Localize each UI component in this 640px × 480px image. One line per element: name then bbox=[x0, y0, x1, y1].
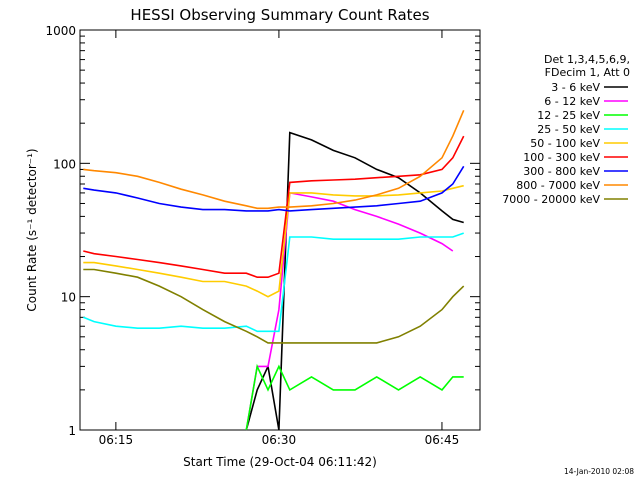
legend-label: 25 - 50 keV bbox=[537, 123, 600, 136]
legend-label: 300 - 800 keV bbox=[523, 165, 600, 178]
series-line-2 bbox=[245, 363, 464, 431]
series-line-7 bbox=[83, 109, 465, 210]
legend-label: 800 - 7000 keV bbox=[516, 179, 600, 192]
x-tick-label: 06:30 bbox=[262, 433, 297, 447]
x-tick-label: 06:15 bbox=[99, 433, 134, 447]
series-line-5 bbox=[83, 135, 465, 279]
y-tick-label: 100 bbox=[53, 157, 76, 171]
legend-label: 100 - 300 keV bbox=[523, 151, 600, 164]
series-line-1 bbox=[245, 191, 454, 431]
x-axis-label: Start Time (29-Oct-04 06:11:42) bbox=[183, 455, 377, 469]
series-line-8 bbox=[83, 268, 465, 344]
legend-header: Det 1,3,4,5,6,9, bbox=[544, 53, 630, 66]
plot-area: 06:15 06:30 06:45 1 10 100 1000 bbox=[45, 24, 481, 447]
y-tick-label: 1 bbox=[68, 424, 76, 438]
chart-title: HESSI Observing Summary Count Rates bbox=[130, 6, 429, 24]
legend-label: 12 - 25 keV bbox=[537, 109, 600, 122]
footer-date: 14-Jan-2010 02:08 bbox=[564, 467, 634, 476]
series-line-6 bbox=[83, 165, 465, 212]
y-tick-label: 1000 bbox=[45, 24, 76, 38]
legend: Det 1,3,4,5,6,9,FDecim 1, Att 0 3 - 6 keV… bbox=[502, 53, 630, 206]
legend-label: 3 - 6 keV bbox=[551, 81, 600, 94]
y-tick-label: 10 bbox=[61, 291, 76, 305]
legend-label: 7000 - 20000 keV bbox=[502, 193, 600, 206]
legend-header: FDecim 1, Att 0 bbox=[545, 66, 630, 79]
legend-label: 50 - 100 keV bbox=[530, 137, 600, 150]
series-line-4 bbox=[83, 184, 464, 298]
y-axis-label: Count Rate (s⁻¹ detector⁻¹) bbox=[25, 148, 39, 311]
legend-label: 6 - 12 keV bbox=[544, 95, 600, 108]
plot-frame bbox=[79, 29, 481, 431]
series-line-0 bbox=[245, 131, 464, 431]
x-tick-label: 06:45 bbox=[425, 433, 460, 447]
series-line-3 bbox=[83, 232, 464, 333]
